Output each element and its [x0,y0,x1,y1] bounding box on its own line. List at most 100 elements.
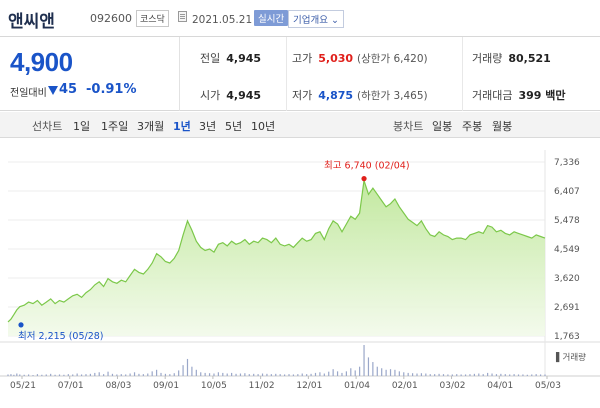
volume-bar [398,371,400,376]
volume-bar [487,372,489,376]
low-label: 저가 [292,89,313,102]
volume-bar [147,373,149,376]
volume-bar [151,371,153,376]
volume-bar [191,366,193,376]
x-tick-label: 03/02 [440,381,466,391]
y-tick-label: 6,407 [554,187,580,197]
volume-value: 80,521 [508,52,551,65]
volume-bar [517,374,520,376]
volume-bar [120,374,122,376]
tab-1y[interactable]: 1년 [173,120,191,133]
volume-bar [509,374,511,376]
volume-bar [160,372,162,376]
volume-bar [456,374,458,376]
tab-monthly-candle[interactable]: 월봉 [492,120,513,133]
realtime-button[interactable]: 실시간 [254,10,289,26]
volume-bar [261,373,264,376]
volume-bar [67,374,69,376]
tab-daily-candle[interactable]: 일봉 [432,120,453,133]
volume-bar [306,374,308,376]
tab-weekly-candle[interactable]: 주봉 [462,120,483,133]
volume-bar [85,374,87,376]
x-tick-label: 12/01 [296,381,322,391]
market-badge: 코스닥 [136,10,169,27]
open-cell: 시가 4,945 [200,87,261,103]
price-chart: 7,336 6,407 5,478 4,549 3,620 2,691 1,763 05/2… [0,140,600,408]
volume-bar [403,372,405,376]
volume-bar [464,374,467,376]
volume-bar [420,373,423,376]
x-tick-label: 01/04 [344,381,370,391]
volume-bar [292,374,295,376]
volume-bar [478,373,480,376]
volume-bar [195,369,197,376]
volume-bar [155,369,158,376]
volume-bar [460,374,462,376]
volume-bar [50,373,52,376]
amount-value: 399 백만 [518,89,566,102]
prev-close-value: 4,945 [226,52,262,65]
x-tick-label: 05/21 [10,381,36,391]
volume-bar [36,374,39,376]
prev-close-label: 전일 [200,52,221,65]
volume-bar [111,373,114,376]
volume-bar [244,373,246,376]
volume-bar [319,372,321,376]
volume-bar [266,373,268,376]
volume-bar [425,373,427,376]
lower-limit: (하한가 3,465) [357,90,428,102]
volume-bar [336,371,339,376]
document-icon [178,11,187,22]
high-point-label: 최고 6,740 (02/04) [324,161,410,172]
volume-bar [103,374,105,376]
stock-header: 앤씨앤 092600 코스닥 2021.05.21 기준(장마감) 실시간 기업… [0,0,600,36]
down-arrow-icon [48,86,58,95]
volume-bar [544,374,546,376]
volume-bar [359,366,361,376]
y-tick-label: 5,478 [554,216,580,226]
volume-bar [213,373,215,376]
volume-bar [323,373,325,376]
volume-bar [297,374,299,376]
volume-bar [142,374,144,376]
volume-legend-label: 거래량 [562,353,586,363]
volume-bar [32,375,34,376]
x-tick-label: 11/02 [249,381,275,391]
amount-cell: 거래대금 399 백만 [472,87,566,103]
tab-1w[interactable]: 1주일 [101,120,129,133]
volume-bar [434,374,436,376]
volume-bar [411,373,414,376]
volume-bar [23,374,25,376]
x-tick-label: 04/01 [487,381,513,391]
open-label: 시가 [200,89,221,102]
tab-5y[interactable]: 5년 [225,120,243,133]
tab-1d[interactable]: 1일 [73,120,91,133]
volume-bar [226,373,228,376]
upper-limit: (상한가 6,420) [357,53,428,65]
y-tick-label: 3,620 [554,274,580,284]
high-value: 5,030 [318,52,354,65]
price-line [7,180,546,323]
volume-bar [469,374,471,376]
divider [286,37,287,111]
volume-bar [13,374,15,376]
volume-bar [522,374,524,376]
volume-bar [535,374,537,376]
volume-bar [248,374,250,376]
low-cell: 저가 4,875 (하한가 3,465) [292,87,428,103]
tab-3m[interactable]: 3개월 [137,120,165,133]
volume-bar [7,374,9,376]
prev-close-cell: 전일 4,945 [200,50,261,66]
low-point-label: 최저 2,215 (05/28) [18,331,104,342]
volume-bar [473,373,475,376]
volume-bar [539,374,542,376]
volume-bar [231,372,233,376]
volume-bar [235,373,237,376]
tab-10y[interactable]: 10년 [251,120,276,133]
volume-bar [451,374,453,376]
volume-bar [385,369,387,376]
company-info-dropdown[interactable]: 기업개요 ⌄ [288,10,344,28]
tab-3y[interactable]: 3년 [199,120,217,133]
volume-bar [332,369,334,376]
volume-bar [182,365,184,376]
